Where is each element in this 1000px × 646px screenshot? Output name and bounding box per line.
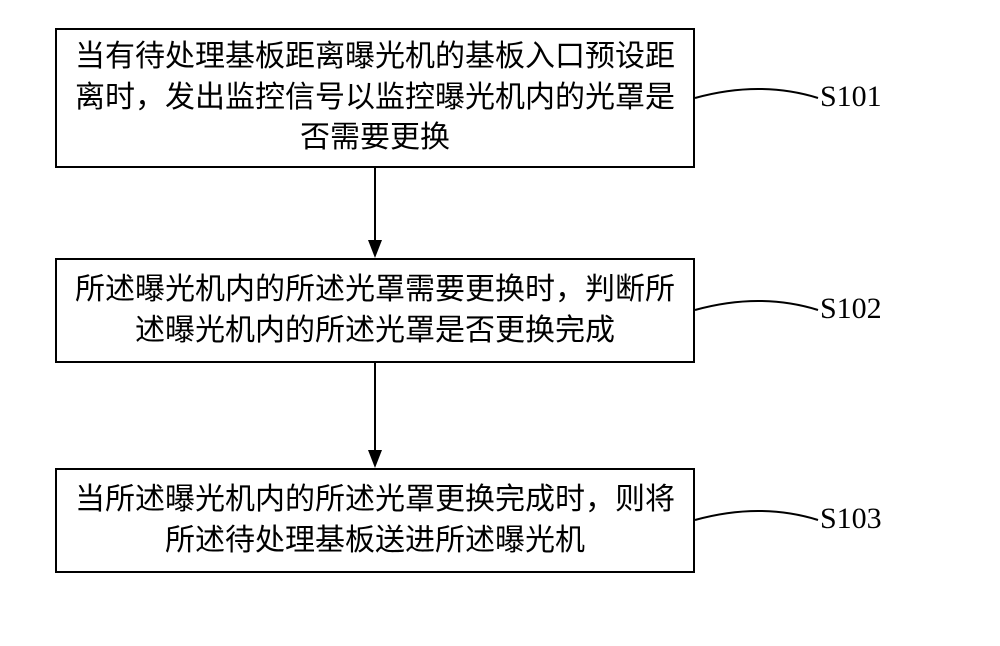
flowchart-canvas: 当有待处理基板距离曝光机的基板入口预设距离时，发出监控信号以监控曝光机内的光罩是… (0, 0, 1000, 646)
flow-arrow-1 (0, 0, 1000, 646)
